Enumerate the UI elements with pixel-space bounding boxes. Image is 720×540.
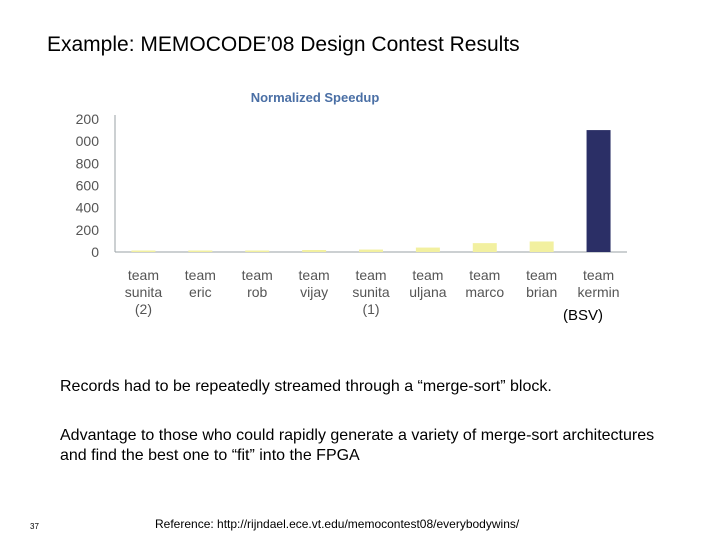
y-tick-label: 400 xyxy=(76,200,100,216)
x-axis-labels: team sunita (2) team eric team rob team vijay tea… xyxy=(125,267,620,317)
bar-team-brian xyxy=(530,241,554,252)
y-tick-label: 800 xyxy=(76,155,100,171)
x-tick-label: team eric xyxy=(185,267,216,300)
bar-team-sunita-1 xyxy=(359,250,383,252)
x-tick-label: team marco xyxy=(465,267,504,300)
y-tick-label: 1000 xyxy=(75,133,99,149)
bar-team-eric xyxy=(188,251,212,253)
bar-team-uljana xyxy=(416,248,440,252)
x-tick-label: team rob xyxy=(242,267,273,300)
bar-team-sunita-2 xyxy=(131,251,155,253)
bars xyxy=(131,130,610,252)
x-tick-label: team brian xyxy=(526,267,557,300)
bar-team-vijay xyxy=(302,250,326,252)
slide-title: Example: MEMOCODE’08 Design Contest Resu… xyxy=(47,33,520,57)
page-number: 37 xyxy=(30,522,39,531)
note-advantage: Advantage to those who could rapidly gen… xyxy=(60,426,670,466)
x-tick-label: team uljana xyxy=(409,267,447,300)
bar-team-kermin xyxy=(587,130,611,252)
y-tick-label: 1200 xyxy=(75,111,99,127)
y-tick-label: 600 xyxy=(76,178,100,194)
x-tick-label: team vijay xyxy=(299,267,330,300)
y-tick-label: 200 xyxy=(76,222,100,238)
speedup-bar-chart: Normalized Speedup 0 200 400 600 800 1000 1200… xyxy=(75,85,635,330)
chart-title: Normalized Speedup xyxy=(251,90,380,105)
x-tick-label: team sunita (2) xyxy=(125,267,163,317)
bsv-annotation: (BSV) xyxy=(563,307,603,324)
bar-team-marco xyxy=(473,243,497,252)
y-axis: 0 200 400 600 800 1000 1200 xyxy=(75,111,627,260)
note-streaming: Records had to be repeatedly streamed th… xyxy=(60,378,552,396)
y-tick-label: 0 xyxy=(91,244,99,260)
reference-link[interactable]: Reference: http://rijndael.ece.vt.edu/me… xyxy=(155,517,519,531)
bar-team-rob xyxy=(245,251,269,253)
x-tick-label: team sunita (1) xyxy=(352,267,390,317)
x-tick-label: team kermin xyxy=(578,267,620,300)
